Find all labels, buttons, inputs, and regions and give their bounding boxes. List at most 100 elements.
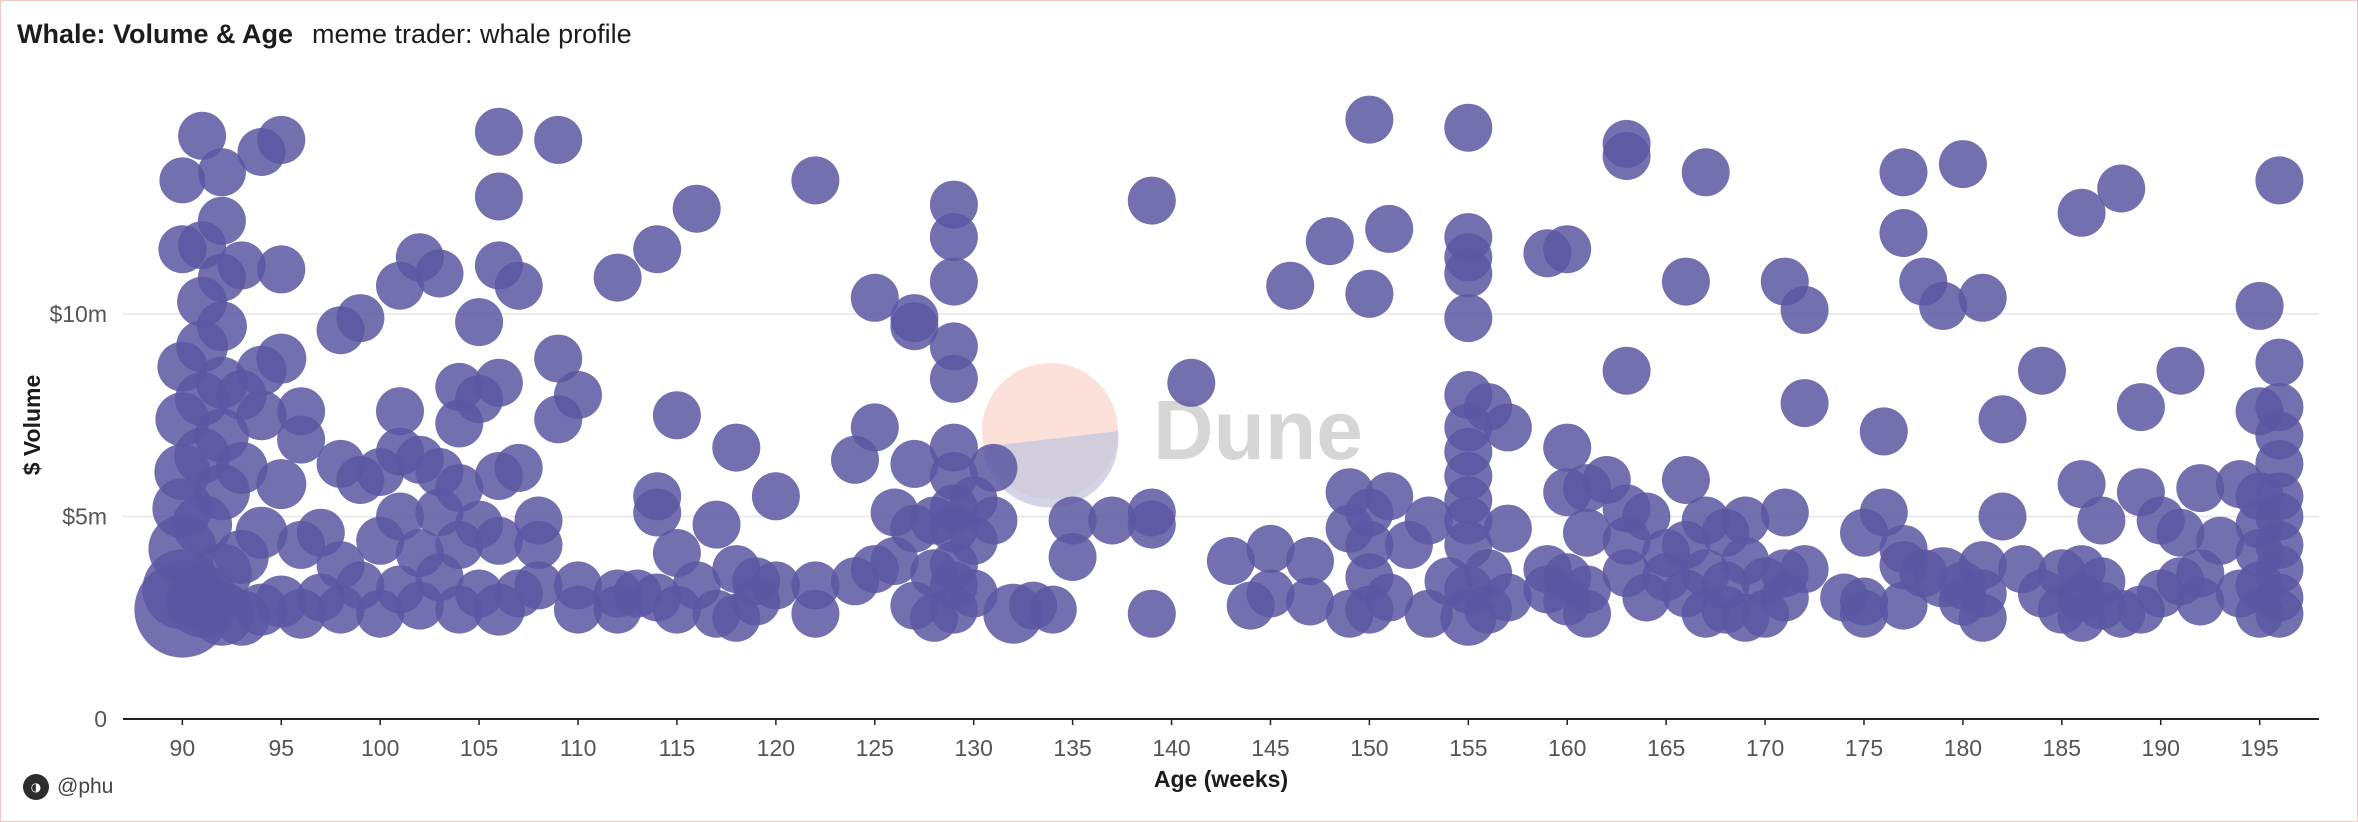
bubble-point[interactable] (1938, 140, 1987, 189)
bubble-point[interactable] (554, 561, 602, 610)
bubble-point[interactable] (534, 115, 583, 164)
bubble-point[interactable] (1840, 577, 1888, 626)
bubble-point[interactable] (257, 245, 306, 294)
bubble-point[interactable] (415, 249, 464, 298)
bubble-point[interactable] (2097, 164, 2146, 213)
bubble-point[interactable] (1167, 358, 1216, 407)
bubble-point[interactable] (1919, 281, 1968, 330)
bubble-point[interactable] (1305, 217, 1354, 266)
bubble-point[interactable] (1246, 524, 1295, 573)
bubble-point[interactable] (890, 294, 939, 343)
bubble-point[interactable] (1365, 204, 1414, 253)
bubble-point[interactable] (929, 322, 978, 371)
bubble-point[interactable] (929, 257, 978, 306)
bubble-point[interactable] (336, 294, 385, 343)
bubble-point[interactable] (633, 472, 682, 521)
bubble-point[interactable] (2235, 281, 2284, 330)
bubble-point[interactable] (1661, 257, 1710, 306)
bubble-point[interactable] (1088, 496, 1137, 545)
bubble-point[interactable] (1127, 488, 1176, 537)
bubble-point[interactable] (1286, 577, 1334, 626)
bubble-point[interactable] (929, 180, 978, 229)
bubble-point[interactable] (2176, 464, 2225, 513)
bubble-point[interactable] (1127, 589, 1176, 638)
bubble-point[interactable] (196, 301, 247, 352)
bubble-point[interactable] (256, 459, 307, 510)
bubble-point[interactable] (514, 496, 563, 545)
bubble-point[interactable] (652, 391, 701, 440)
bubble-point[interactable] (1444, 294, 1493, 343)
bubble-point[interactable] (2018, 346, 2066, 395)
bubble-point[interactable] (277, 387, 326, 436)
bubble-point[interactable] (534, 334, 583, 383)
bubble-point[interactable] (1365, 573, 1414, 622)
bubble-point[interactable] (376, 387, 424, 436)
bubble-point[interactable] (2196, 516, 2245, 565)
author-credit[interactable]: ◑ @phu (23, 774, 113, 800)
bubble-point[interactable] (1879, 148, 1928, 197)
bubble-point[interactable] (1879, 209, 1928, 257)
bubble-point[interactable] (791, 156, 840, 205)
bubble-point[interactable] (1563, 565, 1611, 614)
bubble-point[interactable] (1859, 488, 1908, 537)
bubble-point[interactable] (1444, 213, 1493, 262)
bubble-point[interactable] (2116, 383, 2165, 432)
bubble-point[interactable] (969, 443, 1018, 492)
bubble-point[interactable] (215, 441, 268, 494)
bubble-point[interactable] (969, 496, 1018, 545)
bubble-point[interactable] (2255, 156, 2304, 205)
bubble-point[interactable] (1780, 379, 1829, 428)
bubble-point[interactable] (1246, 569, 1295, 618)
bubble-point[interactable] (235, 506, 288, 559)
bubble-point[interactable] (1602, 346, 1651, 395)
bubble-point[interactable] (2156, 508, 2205, 557)
bubble-point[interactable] (1345, 95, 1394, 144)
bubble-point[interactable] (850, 403, 899, 452)
bubble-point[interactable] (751, 561, 800, 610)
bubble-point[interactable] (257, 115, 306, 164)
bubble-point[interactable] (1760, 488, 1809, 537)
bubble-point[interactable] (376, 492, 424, 541)
bubble-point[interactable] (1681, 148, 1730, 197)
bubble-point[interactable] (1780, 545, 1829, 594)
bubble-point[interactable] (1958, 273, 2007, 322)
bubble-point[interactable] (2255, 338, 2304, 387)
bubble-point[interactable] (1404, 496, 1453, 545)
bubble-point[interactable] (494, 443, 543, 492)
bubble-point[interactable] (474, 358, 523, 407)
bubble-point[interactable] (2077, 496, 2126, 545)
bubble-point[interactable] (1483, 504, 1532, 553)
bubble-point[interactable] (554, 371, 602, 419)
bubble-point[interactable] (1543, 423, 1592, 472)
bubble-point[interactable] (217, 241, 266, 290)
bubble-point[interactable] (178, 111, 227, 160)
bubble-point[interactable] (1543, 225, 1592, 274)
bubble-point[interactable] (1661, 456, 1710, 504)
bubble-point[interactable] (593, 253, 642, 302)
bubble-point[interactable] (435, 464, 484, 513)
bubble-point[interactable] (1978, 492, 2027, 541)
bubble-point[interactable] (2255, 383, 2304, 432)
bubble-point[interactable] (2057, 188, 2106, 237)
bubble-point[interactable] (1483, 573, 1532, 622)
bubble-point[interactable] (1563, 508, 1611, 557)
bubble-point[interactable] (1978, 395, 2027, 444)
bubble-point[interactable] (1127, 176, 1176, 225)
bubble-point[interactable] (159, 157, 206, 204)
bubble-point[interactable] (197, 196, 246, 245)
bubble-point[interactable] (1345, 269, 1394, 318)
bubble-point[interactable] (1721, 496, 1770, 545)
bubble-point[interactable] (672, 184, 721, 233)
bubble-point[interactable] (256, 333, 307, 384)
bubble-point[interactable] (494, 261, 543, 310)
bubble-point[interactable] (2156, 346, 2205, 395)
bubble-point[interactable] (1444, 103, 1493, 152)
bubble-point[interactable] (890, 439, 939, 488)
bubble-point[interactable] (1859, 407, 1908, 456)
bubble-point[interactable] (1266, 261, 1315, 310)
bubble-point[interactable] (1365, 472, 1414, 521)
bubble-point[interactable] (1048, 496, 1097, 545)
bubble-point[interactable] (1780, 285, 1829, 334)
bubble-point[interactable] (1602, 119, 1651, 168)
bubble-point[interactable] (1286, 537, 1334, 585)
